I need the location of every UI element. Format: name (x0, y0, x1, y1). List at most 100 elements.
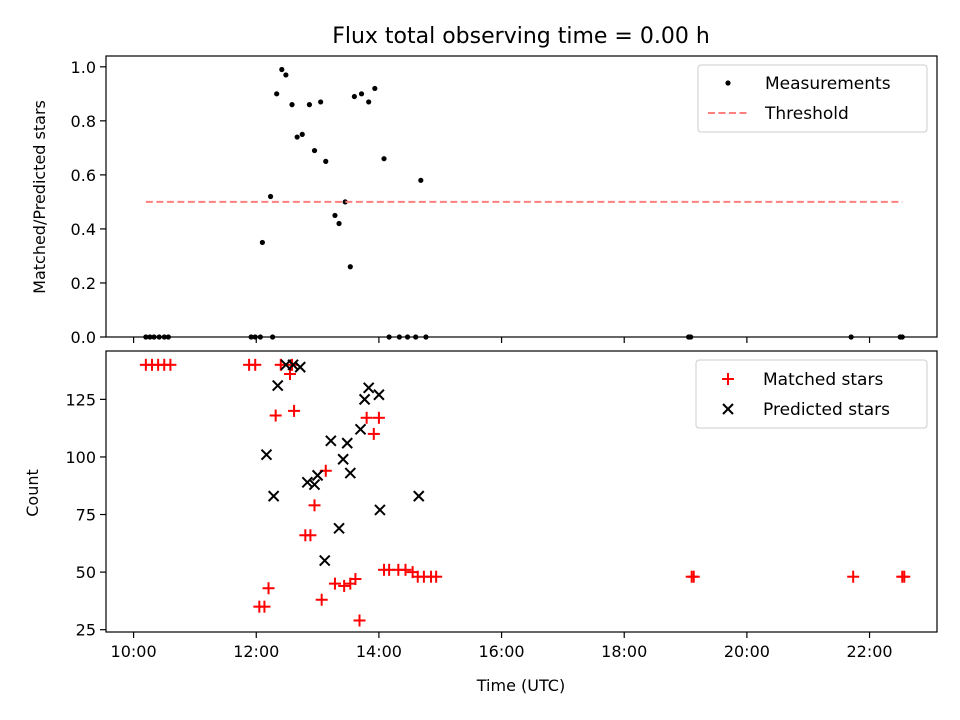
measurement-point (294, 134, 300, 140)
matched-star-point (367, 427, 380, 440)
predicted-star-point (267, 490, 280, 502)
predicted-star-point (311, 469, 324, 482)
bottom-panel-xlabel: Time (UTC) (476, 676, 565, 695)
predicted-star-point (337, 453, 349, 465)
bottom-legend-box (695, 359, 928, 429)
top-panel-yticks: 0.0 0.2 0.4 0.6 0.8 1.0 (71, 58, 106, 347)
predicted-star-point (260, 448, 273, 461)
measurement-point (347, 264, 353, 270)
top-panel: Flux total observing time = 0.00 h 0.00.… (30, 24, 938, 347)
ytick-label: 75 (76, 506, 96, 525)
predicted-star-point (373, 389, 385, 401)
measurement-point (311, 147, 318, 154)
measurement-point (318, 99, 324, 105)
legend-matched-marker (722, 373, 734, 385)
matched-star-point (399, 563, 412, 576)
matched-star-point (847, 570, 860, 583)
measurement-point (366, 99, 372, 105)
ytick-label: 125 (65, 390, 96, 409)
legend-measurements-marker (725, 80, 731, 86)
predicted-star-point (325, 435, 337, 447)
measurement-point (283, 72, 289, 78)
predicted-star-point (344, 467, 356, 479)
ytick-label: 0.0 (71, 328, 96, 347)
matched-star-point (372, 411, 385, 424)
legend-predicted-label: Predicted stars (763, 400, 890, 420)
measurement-point (306, 102, 313, 108)
top-legend-box (697, 64, 928, 133)
xtick-label: 22:00 (846, 642, 892, 661)
measurement-point (372, 85, 378, 92)
matched-star-point (898, 570, 911, 583)
predicted-star-point (358, 393, 371, 406)
legend-threshold-label: Threshold (764, 104, 849, 124)
predicted-star-point (413, 490, 425, 502)
matched-star-point (338, 579, 351, 592)
predicted-star-point (319, 554, 331, 567)
measurement-point (259, 239, 265, 246)
xtick-label: 10:00 (111, 642, 157, 661)
xtick-label: 20:00 (724, 642, 770, 661)
legend-predicted-marker (722, 403, 734, 415)
predicted-star-point (362, 382, 375, 394)
measurement-point (418, 177, 424, 183)
predicted-star-point (308, 478, 321, 491)
measurement-point (336, 220, 342, 227)
top-panel-ylabel: Matched/Predicted stars (30, 100, 49, 294)
xtick-label: 18:00 (601, 642, 647, 661)
predicted-star-point (333, 522, 345, 535)
measurement-point (289, 102, 295, 108)
measurement-point (323, 158, 329, 164)
ytick-label: 50 (76, 563, 96, 582)
bottom-panel-ylabel: Count (23, 469, 42, 517)
bottom-panel-frame (105, 350, 938, 633)
ytick-label: 100 (65, 448, 96, 467)
legend-matched-label: Matched stars (763, 370, 883, 390)
ytick-label: 0.8 (71, 112, 96, 131)
predicted-star-point (294, 361, 306, 373)
ytick-label: 0.4 (71, 220, 96, 239)
matched-star-point (258, 600, 271, 613)
matched-star-point (164, 358, 177, 371)
matched-star-point (430, 570, 443, 583)
matched-star-point (360, 411, 373, 424)
predicted-star-point (272, 379, 284, 392)
matched-star-point (304, 529, 317, 542)
bottom-panel-points (139, 358, 911, 627)
measurement-point (332, 212, 338, 219)
predicted-star-point (301, 476, 314, 488)
matched-star-point (269, 409, 282, 422)
top-panel-xticks (132, 337, 871, 343)
xtick-label: 14:00 (356, 642, 402, 661)
predicted-star-point (341, 437, 353, 449)
measurement-point (279, 66, 285, 73)
measurement-point (274, 91, 280, 97)
measurement-point (342, 199, 348, 205)
xtick-label: 12:00 (233, 642, 279, 661)
bottom-panel-legend: Matched stars Predicted stars (695, 359, 928, 429)
measurement-point (351, 93, 357, 100)
ytick-label: 0.6 (71, 166, 96, 185)
measurement-point (299, 131, 305, 137)
legend-measurements-label: Measurements (765, 74, 891, 94)
bottom-panel-yticks: 25 50 75 100 125 (65, 390, 106, 640)
measurement-point (381, 156, 387, 162)
matched-star-point (315, 593, 328, 606)
top-panel-frame (105, 55, 938, 338)
predicted-star-point (287, 359, 299, 371)
matched-star-point (262, 582, 275, 595)
ytick-label: 25 (76, 621, 96, 640)
matched-star-point (687, 570, 700, 583)
bottom-panel-xticks: 10:00 12:00 14:00 16:00 18:00 20:00 22:00 (111, 632, 893, 661)
matched-star-point (353, 614, 366, 627)
predicted-star-point (354, 423, 367, 436)
ytick-label: 1.0 (71, 58, 96, 77)
matched-star-point (349, 573, 362, 586)
ytick-label: 0.2 (71, 274, 96, 293)
top-panel-title: Flux total observing time = 0.00 h (332, 24, 710, 49)
bottom-panel: 25 50 75 100 125 10:00 12:00 14:00 16:00 18:00 20… (23, 350, 938, 695)
matched-star-point (328, 577, 341, 590)
xtick-label: 16:00 (479, 642, 525, 661)
measurement-point (358, 91, 365, 97)
